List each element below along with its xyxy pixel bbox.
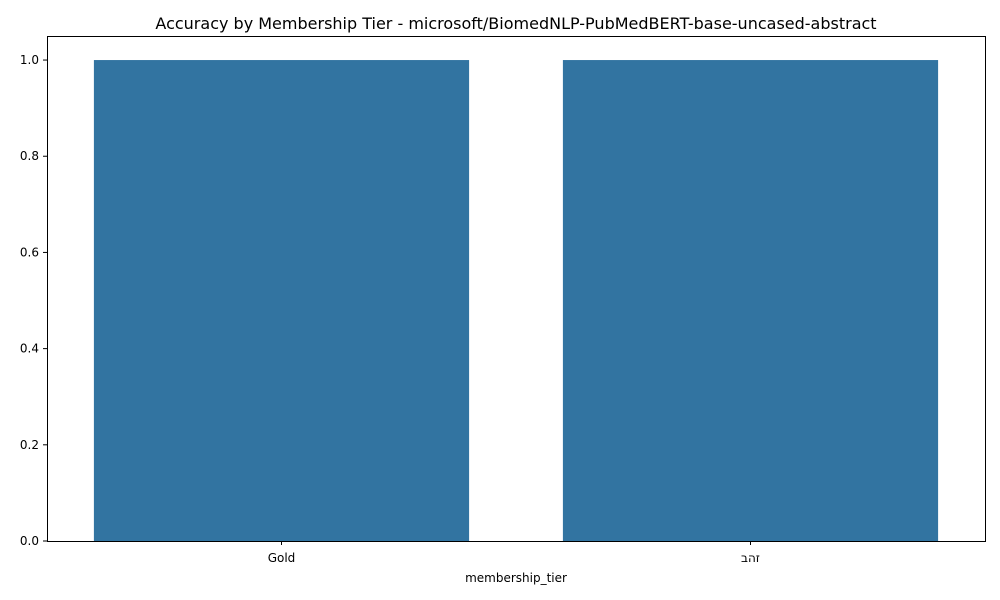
y-tick-label: 1.0 — [20, 53, 39, 67]
y-tick-label: 0.2 — [20, 438, 39, 452]
y-tick-label: 0.8 — [20, 149, 39, 163]
plot-frame — [47, 36, 986, 542]
x-tick-label: זהב — [741, 551, 760, 565]
y-tick-label: 0.0 — [20, 534, 39, 548]
y-axis: 0.0 0.2 0.4 0.6 0.8 1.0 — [20, 53, 47, 548]
chart-title: Accuracy by Membership Tier - microsoft/… — [155, 14, 876, 33]
bars-group — [93, 60, 939, 542]
bar-2 — [562, 60, 939, 542]
x-axis: Gold זהב — [268, 541, 760, 565]
y-tick-label: 0.6 — [20, 245, 39, 259]
x-tick-label: Gold — [268, 551, 296, 565]
y-tick-label: 0.4 — [20, 342, 39, 356]
bar-1 — [93, 60, 470, 542]
x-axis-label: membership_tier — [465, 571, 567, 585]
